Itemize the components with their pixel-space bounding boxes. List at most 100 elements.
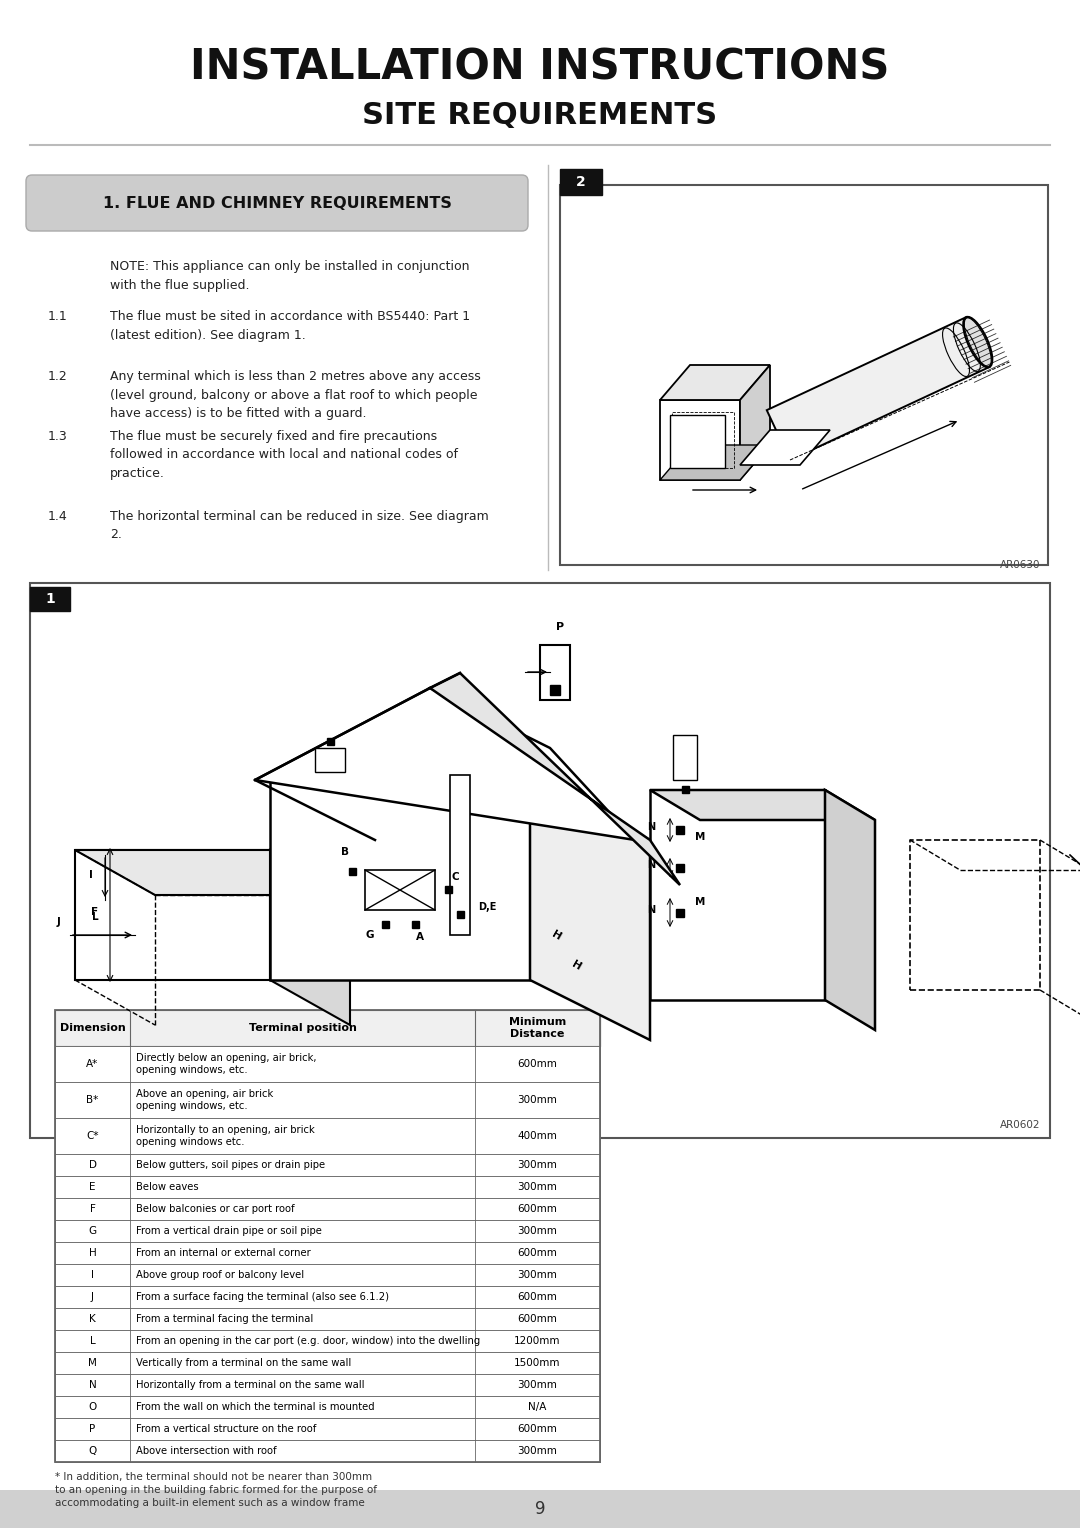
Bar [55,1010,600,1462]
Bar [55,1154,600,1177]
Bar [0,1490,1080,1528]
Text: F: F [91,908,98,917]
Bar [55,1329,600,1352]
Bar [550,685,561,695]
Text: 1: 1 [45,591,55,607]
Text: 1200mm: 1200mm [514,1335,561,1346]
Text: 600mm: 600mm [517,1059,557,1070]
Text: NOTE: This appliance can only be installed in conjunction
with the flue supplied: NOTE: This appliance can only be install… [110,260,470,292]
Text: From a terminal facing the terminal: From a terminal facing the terminal [136,1314,313,1323]
Bar [55,1118,600,1154]
Bar [450,775,470,935]
Text: 300mm: 300mm [517,1096,557,1105]
Text: The flue must be sited in accordance with BS5440: Part 1
(latest edition). See d: The flue must be sited in accordance wit… [110,310,470,341]
Bar [681,785,689,793]
Text: Vertically from a terminal on the same wall: Vertically from a terminal on the same w… [136,1358,351,1368]
Text: Dimension: Dimension [59,1024,125,1033]
Text: L: L [90,1335,95,1346]
Bar [30,584,1050,1138]
Bar [30,587,70,611]
Text: Above group roof or balcony level: Above group roof or balcony level [136,1270,305,1280]
Text: AR0630: AR0630 [999,559,1040,570]
Polygon shape [650,790,825,999]
Text: From a vertical drain pipe or soil pipe: From a vertical drain pipe or soil pipe [136,1225,322,1236]
Polygon shape [650,790,875,821]
Bar [411,921,419,927]
Bar [561,185,1048,565]
Bar [445,886,453,892]
Text: N: N [647,822,654,833]
Text: 600mm: 600mm [517,1293,557,1302]
Text: From the wall on which the terminal is mounted: From the wall on which the terminal is m… [136,1403,375,1412]
Text: From an opening in the car port (e.g. door, window) into the dwelling: From an opening in the car port (e.g. do… [136,1335,481,1346]
Text: Below gutters, soil pipes or drain pipe: Below gutters, soil pipes or drain pipe [136,1160,325,1170]
Text: Below balconies or car port roof: Below balconies or car port roof [136,1204,295,1215]
Bar [327,738,334,746]
Text: B*: B* [86,1096,98,1105]
Bar [55,1397,600,1418]
Bar [315,749,345,772]
Polygon shape [660,365,770,400]
Text: L: L [92,912,98,921]
Polygon shape [75,850,350,895]
Text: 300mm: 300mm [517,1270,557,1280]
Bar [55,1047,600,1082]
Text: Above intersection with roof: Above intersection with roof [136,1445,276,1456]
Text: P: P [556,622,564,633]
Bar [349,868,356,876]
Polygon shape [740,429,831,465]
Polygon shape [670,416,725,468]
Text: 300mm: 300mm [517,1380,557,1390]
Text: N: N [647,860,654,869]
Bar [540,645,570,700]
Text: C*: C* [86,1131,98,1141]
Text: B: B [341,847,349,857]
Text: Horizontally to an opening, air brick
opening windows etc.: Horizontally to an opening, air brick op… [136,1125,314,1148]
Text: M: M [89,1358,97,1368]
Text: N: N [89,1380,96,1390]
Polygon shape [660,400,740,480]
Text: J: J [56,917,60,927]
Text: 1. FLUE AND CHIMNEY REQUIREMENTS: 1. FLUE AND CHIMNEY REQUIREMENTS [103,196,451,211]
Text: From an internal or external corner: From an internal or external corner [136,1248,311,1258]
Text: A*: A* [86,1059,98,1070]
Text: M: M [694,897,705,908]
Polygon shape [767,318,989,460]
Text: Directly below an opening, air brick,
opening windows, etc.: Directly below an opening, air brick, op… [136,1053,316,1076]
Text: 1.2: 1.2 [48,370,68,384]
Bar [55,1082,600,1118]
Text: 1.4: 1.4 [48,510,68,523]
Text: E: E [90,1183,96,1192]
Text: I: I [91,1270,94,1280]
Text: Terminal position: Terminal position [248,1024,356,1033]
Polygon shape [430,672,680,885]
Polygon shape [270,850,350,1025]
Polygon shape [530,779,650,1041]
Text: H: H [550,929,563,941]
Bar [676,909,684,917]
Text: 1500mm: 1500mm [514,1358,561,1368]
Text: P: P [90,1424,96,1433]
Text: H: H [570,958,583,972]
Bar [55,1439,600,1462]
Bar [365,869,435,911]
Bar [55,1177,600,1198]
Text: Below eaves: Below eaves [136,1183,199,1192]
Text: 300mm: 300mm [517,1160,557,1170]
Text: The flue must be securely fixed and fire precautions
followed in accordance with: The flue must be securely fixed and fire… [110,429,458,480]
Text: 300mm: 300mm [517,1445,557,1456]
Bar [55,1374,600,1397]
Text: 1.1: 1.1 [48,310,68,322]
Text: From a surface facing the terminal (also see 6.1.2): From a surface facing the terminal (also… [136,1293,389,1302]
Text: 9: 9 [535,1500,545,1517]
Text: F: F [90,1204,95,1215]
Text: INSTALLATION INSTRUCTIONS: INSTALLATION INSTRUCTIONS [190,47,890,89]
Text: C: C [451,872,459,882]
Text: G: G [89,1225,96,1236]
Bar [55,1198,600,1219]
Polygon shape [270,779,530,979]
FancyBboxPatch shape [26,176,528,231]
Polygon shape [825,790,875,1030]
Bar [55,1242,600,1264]
Bar [55,1352,600,1374]
